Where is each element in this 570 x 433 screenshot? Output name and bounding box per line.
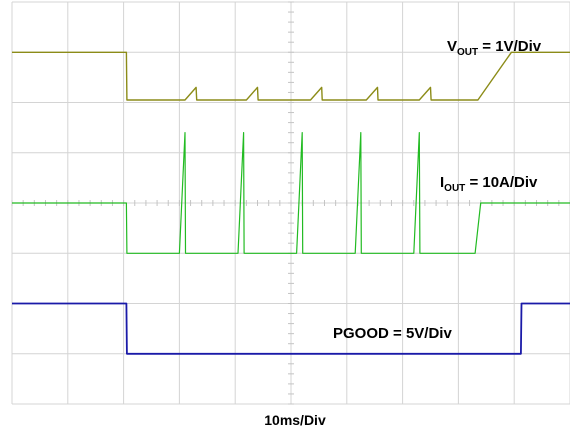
traces: [12, 51, 570, 355]
vout-channel-label: VOUT = 1V/Div: [447, 38, 542, 58]
vout-label-scale: = 1V/Div: [478, 38, 542, 55]
pgood-label-scale: = 5V/Div: [389, 325, 453, 342]
vout-label-subscript: OUT: [457, 47, 478, 58]
trace-iout: [12, 132, 570, 254]
pgood-channel-label: PGOOD = 5V/Div: [333, 325, 452, 342]
x-axis-label: 10ms/Div: [264, 412, 326, 428]
pgood-label-name: PGOOD: [333, 325, 389, 342]
iout-label-subscript: OUT: [444, 183, 465, 194]
iout-label-name: I: [440, 174, 444, 191]
trace-vout: [12, 51, 570, 101]
vout-label-name: V: [447, 38, 457, 55]
iout-label-scale: = 10A/Div: [465, 174, 538, 191]
iout-channel-label: IOUT = 10A/Div: [440, 174, 538, 194]
trace-pgood: [12, 302, 570, 355]
